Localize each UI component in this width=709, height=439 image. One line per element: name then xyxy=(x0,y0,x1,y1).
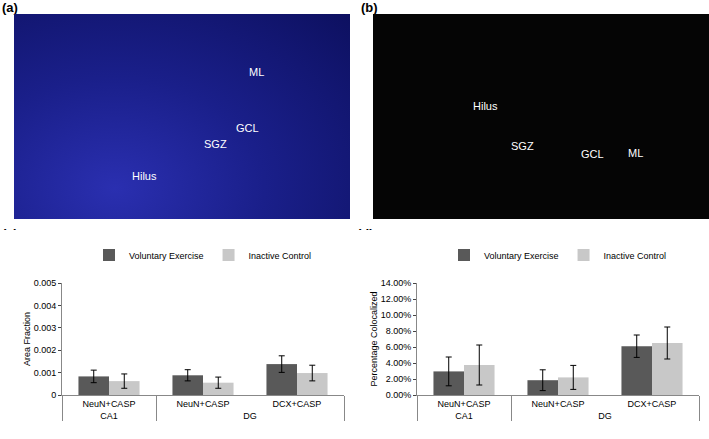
html-text:(a): (a) xyxy=(2,0,18,15)
html-text:ML: ML xyxy=(249,66,265,78)
html-text:GCL: GCL xyxy=(236,122,259,134)
svg-text:0.003: 0.003 xyxy=(34,323,57,333)
svg-text:10.00%: 10.00% xyxy=(381,310,412,320)
svg-text:DG: DG xyxy=(598,411,612,421)
svg-text:0.004: 0.004 xyxy=(34,301,57,311)
svg-text:8.00%: 8.00% xyxy=(386,326,412,336)
svg-text:NeuN+CASP: NeuN+CASP xyxy=(177,399,230,409)
svg-text:0: 0 xyxy=(51,390,56,400)
svg-text:0.005: 0.005 xyxy=(34,278,57,288)
html-text:Hilus: Hilus xyxy=(473,100,498,112)
svg-text:CA1: CA1 xyxy=(455,411,473,421)
html-text:Hilus: Hilus xyxy=(132,170,157,182)
svg-text:Inactive Control: Inactive Control xyxy=(604,251,667,261)
svg-text:NeuN+CASP: NeuN+CASP xyxy=(438,399,491,409)
svg-text:2.00%: 2.00% xyxy=(386,374,412,384)
svg-text:Voluntary Exercise: Voluntary Exercise xyxy=(129,251,204,261)
svg-text:0.001: 0.001 xyxy=(34,368,57,378)
svg-text:Percentage Colocalized: Percentage Colocalized xyxy=(369,291,379,386)
svg-text:Inactive Control: Inactive Control xyxy=(249,251,312,261)
svg-text:0.002: 0.002 xyxy=(34,345,57,355)
html-text:SGZ: SGZ xyxy=(204,138,227,150)
svg-text:Voluntary Exercise: Voluntary Exercise xyxy=(484,251,559,261)
html-text:SGZ: SGZ xyxy=(511,140,534,152)
html-text:(b): (b) xyxy=(361,0,378,15)
html-text:(c): (c) xyxy=(2,226,18,241)
svg-text:DCX+CASP: DCX+CASP xyxy=(273,399,322,409)
svg-text:0.00%: 0.00% xyxy=(386,390,412,400)
svg-text:6.00%: 6.00% xyxy=(386,342,412,352)
svg-text:NeuN+CASP: NeuN+CASP xyxy=(532,399,585,409)
svg-text:DG: DG xyxy=(243,411,257,421)
svg-text:12.00%: 12.00% xyxy=(381,294,412,304)
svg-text:DCX+CASP: DCX+CASP xyxy=(628,399,677,409)
html-text:(d): (d) xyxy=(357,226,374,241)
svg-text:NeuN+CASP: NeuN+CASP xyxy=(83,399,136,409)
svg-text:14.00%: 14.00% xyxy=(381,278,412,288)
html-text:ML: ML xyxy=(628,147,644,159)
svg-text:CA1: CA1 xyxy=(100,411,118,421)
html-text:GCL: GCL xyxy=(581,148,604,160)
svg-text:4.00%: 4.00% xyxy=(386,358,412,368)
svg-text:Area Fraction: Area Fraction xyxy=(22,312,32,366)
